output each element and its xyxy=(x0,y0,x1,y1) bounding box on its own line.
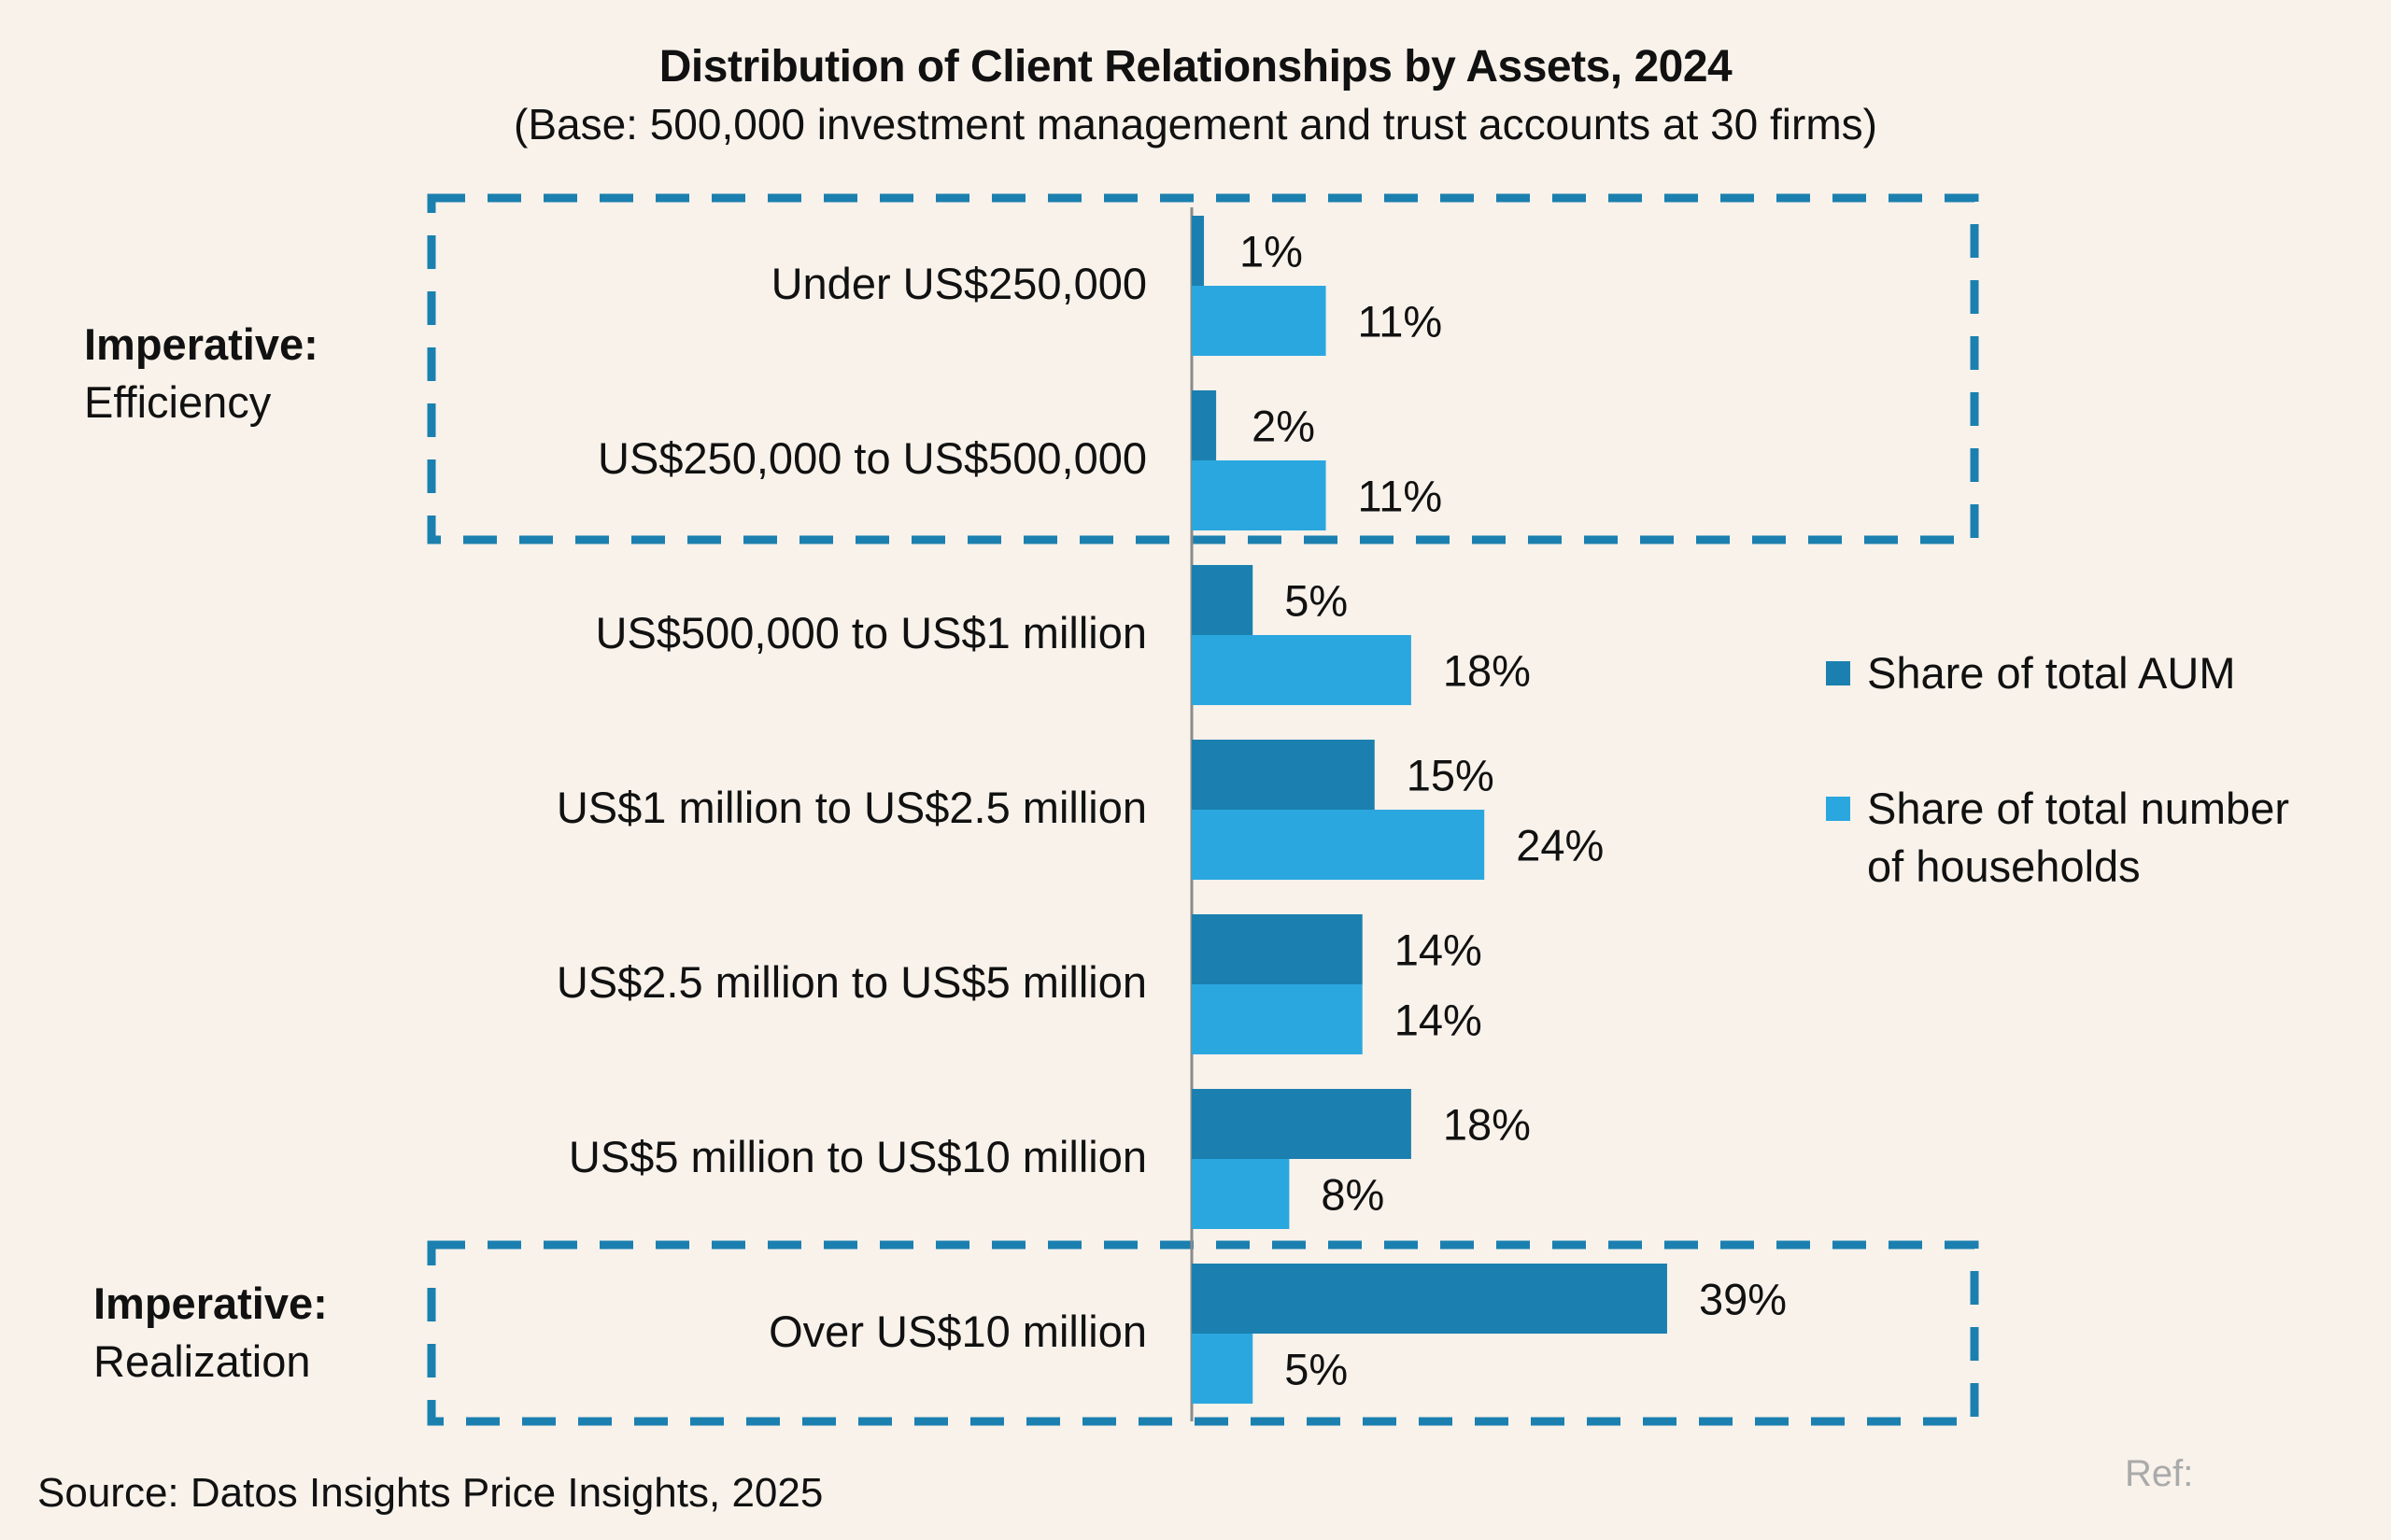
ref-note: Ref: xyxy=(2125,1453,2194,1494)
data-label-households: 18% xyxy=(1443,646,1531,696)
category-label: Over US$10 million xyxy=(769,1307,1147,1356)
imperative-efficiency-text: Efficiency xyxy=(84,377,272,427)
category-label: US$5 million to US$10 million xyxy=(569,1132,1147,1181)
legend-label-households-line1: Share of total number xyxy=(1867,784,2289,833)
category-label: Under US$250,000 xyxy=(771,259,1147,308)
data-label-aum: 2% xyxy=(1252,402,1315,451)
legend-label-households-line2: of households xyxy=(1867,841,2141,891)
data-label-households: 5% xyxy=(1284,1345,1348,1394)
bar-aum xyxy=(1192,914,1363,984)
legend-swatch-households xyxy=(1826,797,1850,821)
imperative-efficiency-heading: Imperative: xyxy=(84,319,318,369)
data-label-aum: 15% xyxy=(1407,751,1494,800)
category-label: US$500,000 to US$1 million xyxy=(596,608,1147,657)
data-label-households: 11% xyxy=(1358,472,1443,521)
imperative-realization-text: Realization xyxy=(93,1336,311,1386)
category-label: US$250,000 to US$500,000 xyxy=(598,433,1147,483)
data-label-aum: 18% xyxy=(1443,1100,1531,1150)
bar-households xyxy=(1192,1334,1253,1404)
data-label-households: 8% xyxy=(1321,1170,1384,1220)
bar-aum xyxy=(1192,1264,1667,1334)
data-label-aum: 1% xyxy=(1239,227,1303,276)
source-note: Source: Datos Insights Price Insights, 2… xyxy=(37,1470,824,1516)
category-label: US$1 million to US$2.5 million xyxy=(557,783,1147,832)
bar-households xyxy=(1192,460,1326,530)
bar-aum xyxy=(1192,565,1253,635)
chart-title: Distribution of Client Relationships by … xyxy=(658,42,1733,92)
legend-swatch-aum xyxy=(1826,661,1850,685)
efficiency-highlight-box xyxy=(427,193,1979,544)
data-label-households: 11% xyxy=(1358,297,1443,346)
data-label-households: 14% xyxy=(1394,996,1482,1045)
bar-aum xyxy=(1192,740,1375,810)
bar-households xyxy=(1192,810,1485,880)
bar-aum xyxy=(1192,390,1217,460)
data-label-aum: 14% xyxy=(1394,925,1482,975)
imperative-realization-heading: Imperative: xyxy=(93,1279,328,1328)
realization-highlight-box xyxy=(427,1240,1979,1426)
chart-subtitle: (Base: 500,000 investment management and… xyxy=(514,100,1877,148)
data-label-aum: 39% xyxy=(1699,1275,1787,1324)
data-label-aum: 5% xyxy=(1284,576,1348,626)
bar-households xyxy=(1192,635,1411,705)
imperative-realization: Imperative: Realization xyxy=(93,1275,328,1391)
bar-households xyxy=(1192,984,1363,1054)
bar-aum xyxy=(1192,216,1205,286)
category-label: US$2.5 million to US$5 million xyxy=(557,957,1147,1007)
imperative-efficiency: Imperative: Efficiency xyxy=(84,316,318,431)
data-label-households: 24% xyxy=(1516,821,1604,870)
legend-label-aum: Share of total AUM xyxy=(1867,648,2236,698)
bar-aum xyxy=(1192,1089,1411,1159)
bar-households xyxy=(1192,286,1326,356)
bar-households xyxy=(1192,1159,1290,1229)
